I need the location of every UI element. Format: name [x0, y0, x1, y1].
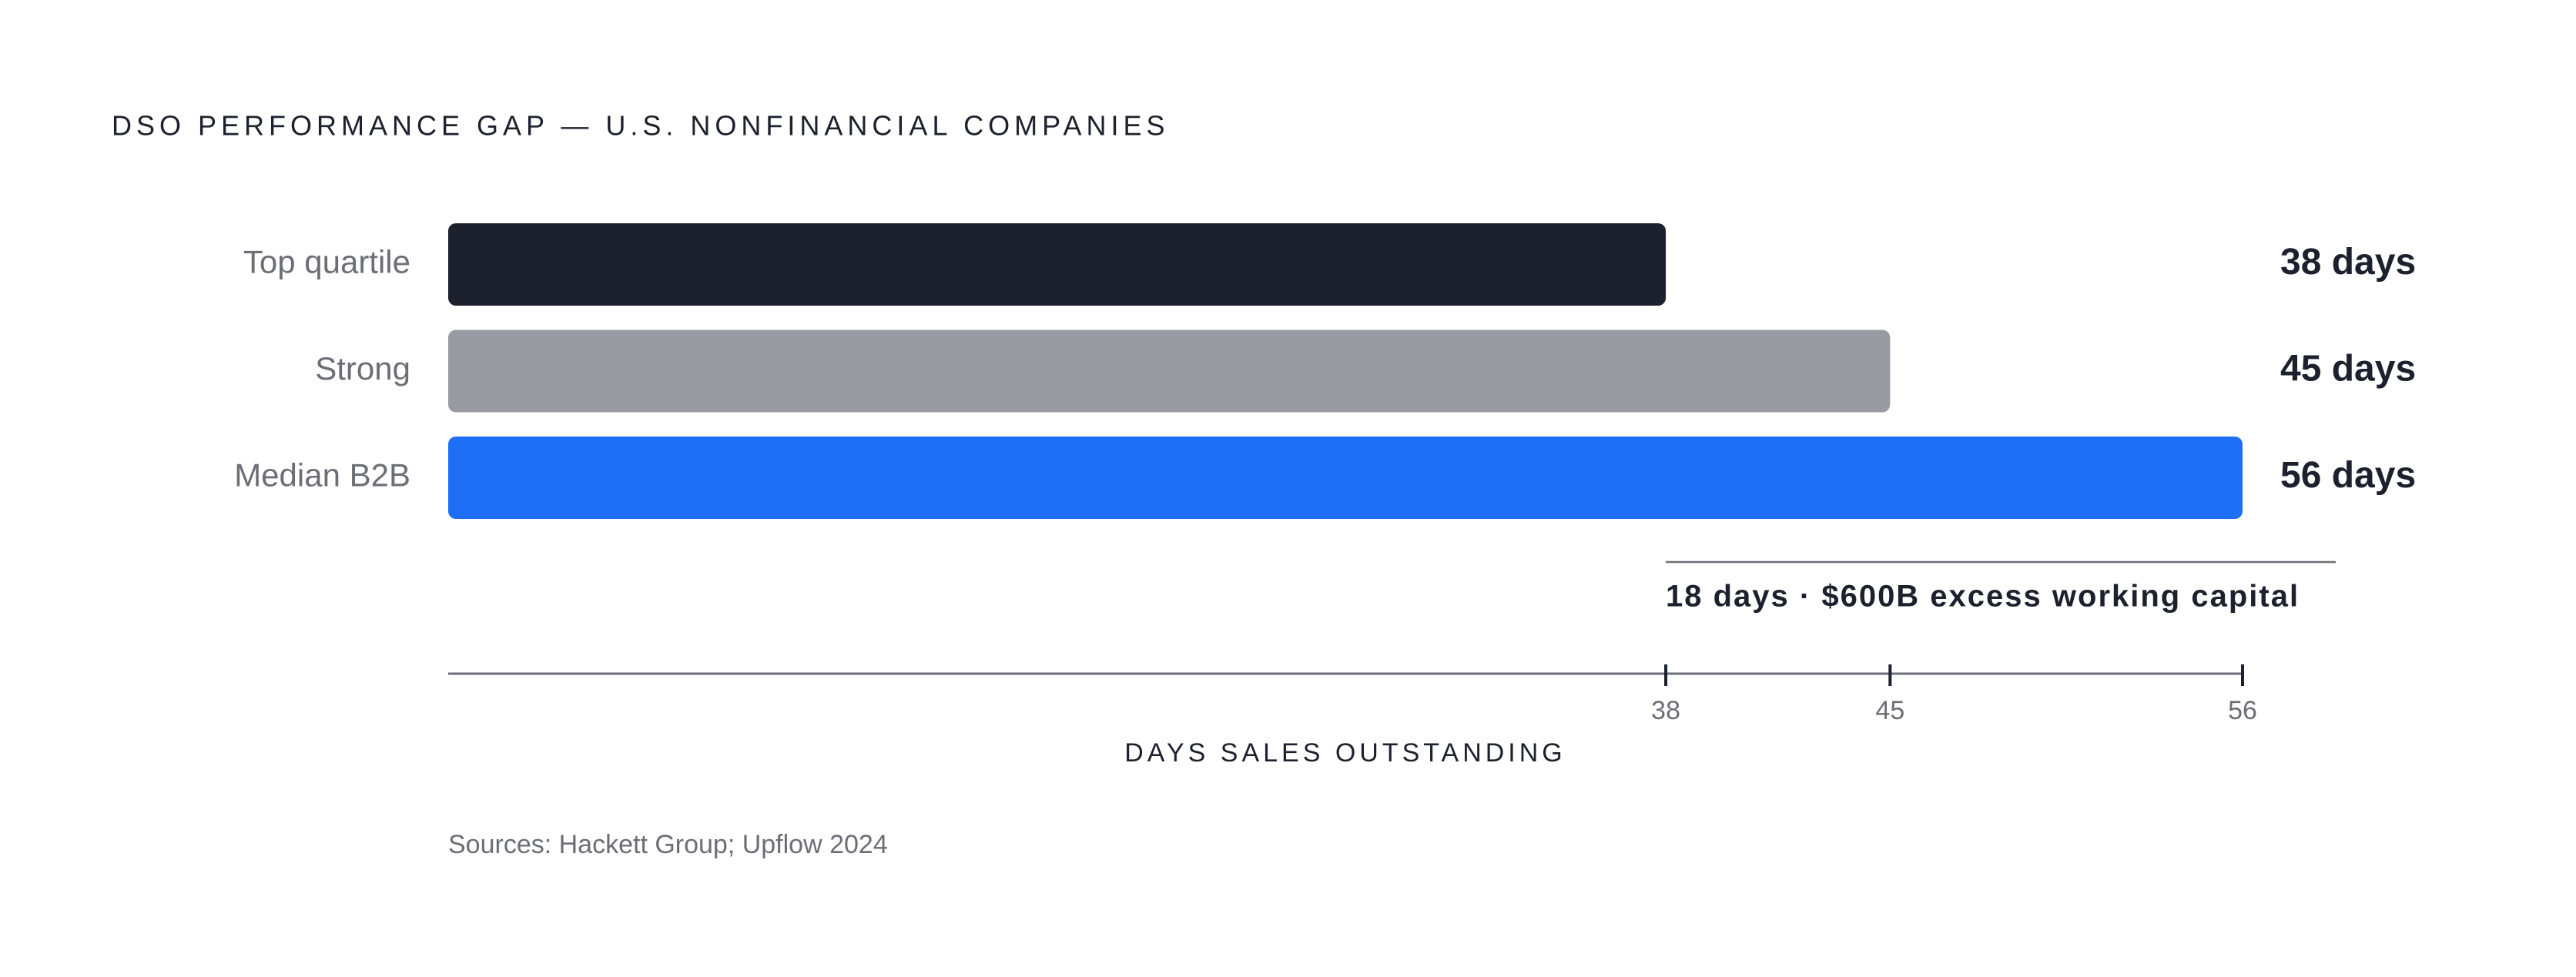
value-label: 56 days	[2280, 455, 2416, 496]
category-label: Median B2B	[234, 457, 410, 494]
bar	[448, 223, 1667, 306]
category-label: Top quartile	[243, 244, 410, 280]
x-axis-title: DAYS SALES OUTSTANDING	[1124, 738, 1566, 768]
x-tick-label: 45	[1875, 696, 1904, 725]
x-tick-label: 38	[1651, 696, 1680, 725]
value-label: 38 days	[2280, 242, 2416, 283]
annotation: 18 days · $600B excess working capital	[1666, 580, 2300, 614]
x-tick-label: 56	[2228, 696, 2257, 725]
category-label: Strong	[315, 350, 410, 386]
bar	[448, 437, 2243, 519]
bar	[448, 330, 1891, 413]
chart-title: DSO PERFORMANCE GAP — U.S. NONFINANCIAL …	[112, 110, 1170, 142]
value-label: 45 days	[2280, 349, 2416, 390]
source: Sources: Hackett Group; Upflow 2024	[448, 830, 888, 859]
